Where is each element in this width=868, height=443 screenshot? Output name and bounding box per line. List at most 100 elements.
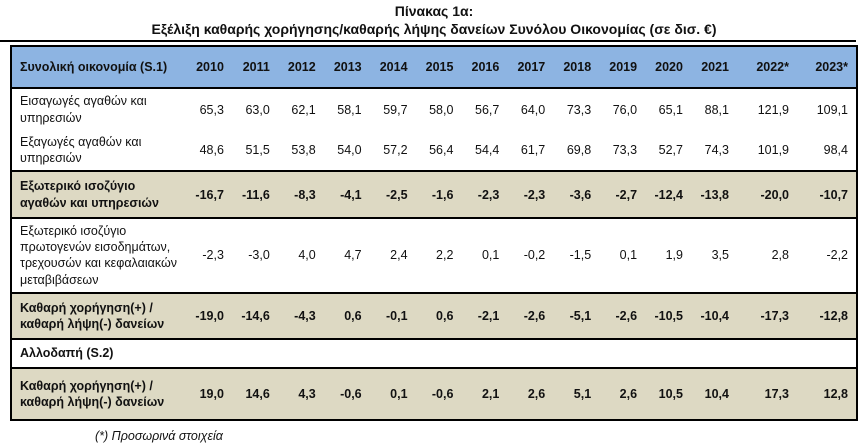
table-row: Εξωτερικό ισοζύγιο πρωτογενών εισοδημάτω… [11,218,857,293]
value-cell: -12,8 [797,291,857,341]
header-year: 2014 [369,46,416,90]
row-label: Καθαρή χορήγηση(+) /καθαρή λήψη(-) δανεί… [11,291,186,341]
value-cell: 63,0 [245,102,270,117]
value-cell: -2,5 [369,170,416,219]
value-cell: -11,6 [231,170,278,219]
value-cell: 73,3 [612,143,638,157]
value-cell: -2,2 [826,248,848,263]
value-cell: -3,0 [248,248,270,263]
value-cell: 12,8 [797,366,857,421]
value-cell: -16,7 [186,170,232,219]
value-cell: 73,3 [566,102,592,117]
value-cell: 53,8 [291,143,316,157]
value-cell: -2,3 [461,170,508,219]
value-cell: 64,0 [520,102,546,117]
header-year: 2013 [323,46,370,90]
header-year: 2012 [277,46,324,90]
value-cell: 3,5 [711,248,729,263]
value-cell: 19,0 [186,366,232,421]
value-cell: 58,1 [337,102,362,117]
value-cell: -4,3 [277,291,324,341]
value-cell: -0,2 [523,248,546,263]
value-cell: 4,7 [344,248,362,263]
value-cell: -0,1 [369,291,416,341]
table-row: Αλλοδαπή (S.2) [11,339,857,368]
value-cell: 69,8 [566,143,592,157]
value-cell: 2,1 [461,366,508,421]
value-cell: 2,2 [436,248,454,263]
header-year: 2019 [599,46,646,90]
value-cell: 17,3 [737,366,797,421]
value-cell: 61,7 [520,143,546,157]
value-cell: 101,9 [757,143,789,157]
value-cell: 51,5 [245,143,270,157]
table-row: Καθαρή χορήγηση(+) /καθαρή λήψη(-) δανεί… [11,291,857,341]
row-label: Εξωτερικό ισοζύγιο πρωτογενών εισοδημάτω… [20,223,177,287]
economy-table: Συνολική οικονομία (S.1) 2010 2011 2012 2013… [10,45,858,421]
value-cell: 14,6 [231,366,278,421]
value-cell: 0,1 [619,248,638,263]
value-cell: 5,1 [553,366,600,421]
header-year: 2022* [737,46,797,90]
value-cell: 54,0 [337,143,362,157]
header-sector-label: Συνολική οικονομία (S.1) [11,46,186,90]
value-cell: 59,7 [383,102,408,117]
value-cell: -0,6 [415,366,462,421]
value-cell: 98,4 [823,143,848,157]
row-label: Αλλοδαπή (S.2) [11,339,857,368]
value-cell: 2,6 [599,366,646,421]
value-cell: 74,3 [704,143,729,157]
table-header-row: Συνολική οικονομία (S.1) 2010 2011 2012 2013… [11,46,857,90]
value-cell: -8,3 [277,170,324,219]
page-subtitle: Εξέλιξη καθαρής χορήγησης/καθαρής λήψης … [151,21,717,37]
header-year: 2018 [553,46,600,90]
value-cell: 54,4 [475,143,500,157]
value-cell: 62,1 [291,102,316,117]
value-cell: -13,8 [690,170,737,219]
value-cell: -1,6 [415,170,462,219]
header-year: 2015 [415,46,462,90]
value-cell: -2,1 [461,291,508,341]
value-cell: 0,6 [323,291,370,341]
row-label: Εξαγωγές αγαθών και υπηρεσιών [20,134,142,165]
value-cell: -1,5 [569,248,592,263]
value-cell: -17,3 [737,291,797,341]
value-cell: -10,7 [797,170,857,219]
table-row: Εισαγωγές αγαθών και υπηρεσιών 65,3 63,0 62… [11,88,857,130]
value-cell: -10,5 [645,291,691,341]
value-cell: 56,4 [429,143,454,157]
value-cell: 56,7 [475,102,500,117]
header-year: 2020 [645,46,691,90]
value-cell: -2,3 [202,248,224,263]
value-cell: 4,0 [298,248,316,263]
value-cell: 58,0 [429,102,454,117]
value-cell: 121,9 [757,102,789,117]
value-cell: 2,8 [771,248,789,263]
footnotes-block: (*) Προσωρινά στοιχεία Μικρές αποκλίσεις… [95,426,868,443]
value-cell: -19,0 [186,291,232,341]
value-cell: -2,6 [507,291,554,341]
value-cell: -3,6 [553,170,600,219]
header-year: 2010 [186,46,232,90]
value-cell: -2,6 [599,291,646,341]
value-cell: 10,4 [690,366,737,421]
value-cell: 76,0 [612,102,638,117]
table-row: Εξωτερικό ισοζύγιο αγαθών και υπηρεσιών -… [11,170,857,219]
value-cell: 0,6 [415,291,462,341]
table-body: Συνολική οικονομία (S.1) 2010 2011 2012 2013… [11,46,857,421]
value-cell: -2,3 [507,170,554,219]
value-cell: -4,1 [323,170,370,219]
value-cell: 4,3 [277,366,324,421]
value-cell: 1,9 [665,248,683,263]
row-label: Εξωτερικό ισοζύγιο αγαθών και υπηρεσιών [11,170,186,219]
header-year: 2011 [231,46,278,90]
header-year: 2023* [797,46,857,90]
header-year: 2017 [507,46,554,90]
value-cell: 10,5 [645,366,691,421]
page-title: Πίνακας 1α: [394,3,474,19]
title-block: Πίνακας 1α: Εξέλιξη καθαρής χορήγησης/κα… [0,0,868,42]
row-label: Καθαρή χορήγηση(+) /καθαρή λήψη(-) δανεί… [11,366,186,421]
value-cell: 48,6 [199,143,224,157]
value-cell: -5,1 [553,291,600,341]
value-cell: -10,4 [690,291,737,341]
